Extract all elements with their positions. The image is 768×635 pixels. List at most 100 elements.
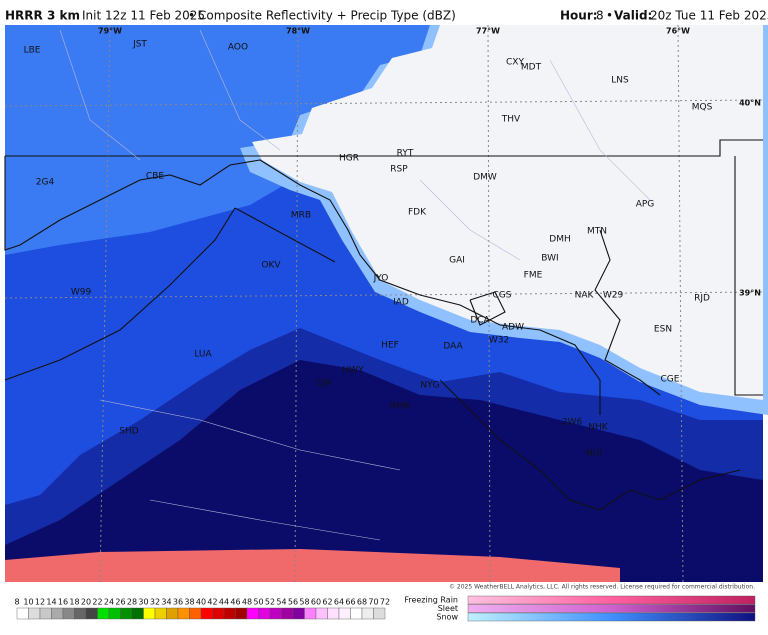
scale-label: 50 <box>253 598 263 607</box>
scale-label: 22 <box>92 598 102 607</box>
scale-label: 40 <box>196 598 206 607</box>
scale-swatch <box>223 607 236 620</box>
scale-swatch <box>315 607 328 620</box>
station-label: IAD <box>393 298 409 308</box>
precip-type-bar <box>467 595 756 605</box>
station-label: JYO <box>373 274 389 284</box>
scale-swatch <box>246 607 259 620</box>
scale-label: 68 <box>357 598 367 607</box>
scale-swatch <box>62 607 75 620</box>
scale-swatch <box>281 607 294 620</box>
rain-region <box>5 549 620 582</box>
scale-swatch <box>189 607 202 620</box>
scale-label: 60 <box>311 598 321 607</box>
scale-swatch <box>292 607 305 620</box>
scale-label: 72 <box>380 598 390 607</box>
station-label: W99 <box>71 288 92 298</box>
scale-label: 30 <box>138 598 148 607</box>
station-label: FDK <box>408 208 427 218</box>
station-label: OJR <box>316 379 332 389</box>
scale-swatch <box>361 607 374 620</box>
station-label: RSP <box>390 165 408 175</box>
station-label: LUA <box>194 350 212 360</box>
scale-swatch <box>212 607 225 620</box>
station-label: CXY <box>506 58 524 68</box>
scale-swatch <box>97 607 110 620</box>
station-label: OKV <box>261 261 281 271</box>
scale-swatch <box>108 607 121 620</box>
precip-type-bar <box>467 604 756 613</box>
scale-label: 14 <box>46 598 56 607</box>
station-label: MRB <box>291 211 311 221</box>
scale-label: 26 <box>115 598 125 607</box>
scale-swatch <box>51 607 64 620</box>
station-label: LNS <box>611 76 629 86</box>
scale-swatch <box>154 607 167 620</box>
very-light-echo <box>5 25 445 255</box>
no-echo <box>252 25 763 400</box>
station-label: W32 <box>489 336 509 346</box>
longitude-label: 78°W <box>286 27 310 36</box>
scale-label: 58 <box>299 598 309 607</box>
graticule <box>4 24 764 583</box>
init: Init 12z 11 Feb 2025 <box>82 9 205 23</box>
scale-label: 38 <box>184 598 194 607</box>
scale-label: 34 <box>161 598 171 607</box>
separator: • <box>606 9 613 23</box>
scale-swatch <box>131 607 144 620</box>
header: HRRR 3 km Init 12z 11 Feb 2025• Composite … <box>5 9 768 23</box>
scale-label: 16 <box>58 598 68 607</box>
scale-label: 64 <box>334 598 344 607</box>
precip-type-label: Freezing Rain <box>404 596 458 605</box>
separator: • <box>188 9 195 23</box>
station-label: DMH <box>549 235 570 245</box>
scale-label: 12 <box>35 598 45 607</box>
scale-swatch <box>74 607 87 620</box>
scale-label: 62 <box>322 598 332 607</box>
copyright: © 2025 WeatherBELL Analytics, LLC. All r… <box>449 584 755 591</box>
scale-label: 42 <box>207 598 217 607</box>
scale-label: 46 <box>230 598 240 607</box>
hour-label: Hour: <box>560 9 598 23</box>
scale-swatch <box>120 607 133 620</box>
scale-swatch <box>166 607 179 620</box>
station-label: JST <box>132 40 147 50</box>
scale-label: 32 <box>150 598 160 607</box>
station-label: CBE <box>146 172 164 182</box>
station-label: RYT <box>397 149 414 159</box>
scale-swatch <box>327 607 340 620</box>
station-label: W29 <box>603 291 624 301</box>
station-label: RMN <box>390 402 411 412</box>
scale-label: 28 <box>127 598 137 607</box>
station-label: FME <box>524 271 543 281</box>
station-label: BWI <box>541 254 558 264</box>
scale-swatch <box>16 607 29 620</box>
scale-label: 70 <box>368 598 378 607</box>
station-label: MDT <box>521 63 542 73</box>
scale-label: 56 <box>288 598 298 607</box>
station-label: NYG <box>420 381 439 391</box>
station-label: NUI <box>586 449 602 459</box>
scale-swatch <box>373 607 386 620</box>
scale-label: 20 <box>81 598 91 607</box>
precip-type-bar <box>467 612 756 622</box>
scale-label: 44 <box>219 598 229 607</box>
station-label: AOO <box>228 43 248 53</box>
scale-swatch <box>177 607 190 620</box>
precip-type-label: Sleet <box>438 604 458 613</box>
station-label: 2W6 <box>562 418 583 428</box>
scale-swatch <box>269 607 282 620</box>
station-label: DMW <box>473 173 497 183</box>
station-label: LBE <box>24 46 41 56</box>
station-label: THV <box>501 115 521 125</box>
station-label: SHD <box>119 427 138 437</box>
county-lines <box>59 29 651 541</box>
station-label: GAI <box>449 256 465 266</box>
scale-label: 36 <box>173 598 183 607</box>
scale-swatch <box>143 607 156 620</box>
scale-swatch <box>350 607 363 620</box>
station-label: RJD <box>694 294 710 304</box>
